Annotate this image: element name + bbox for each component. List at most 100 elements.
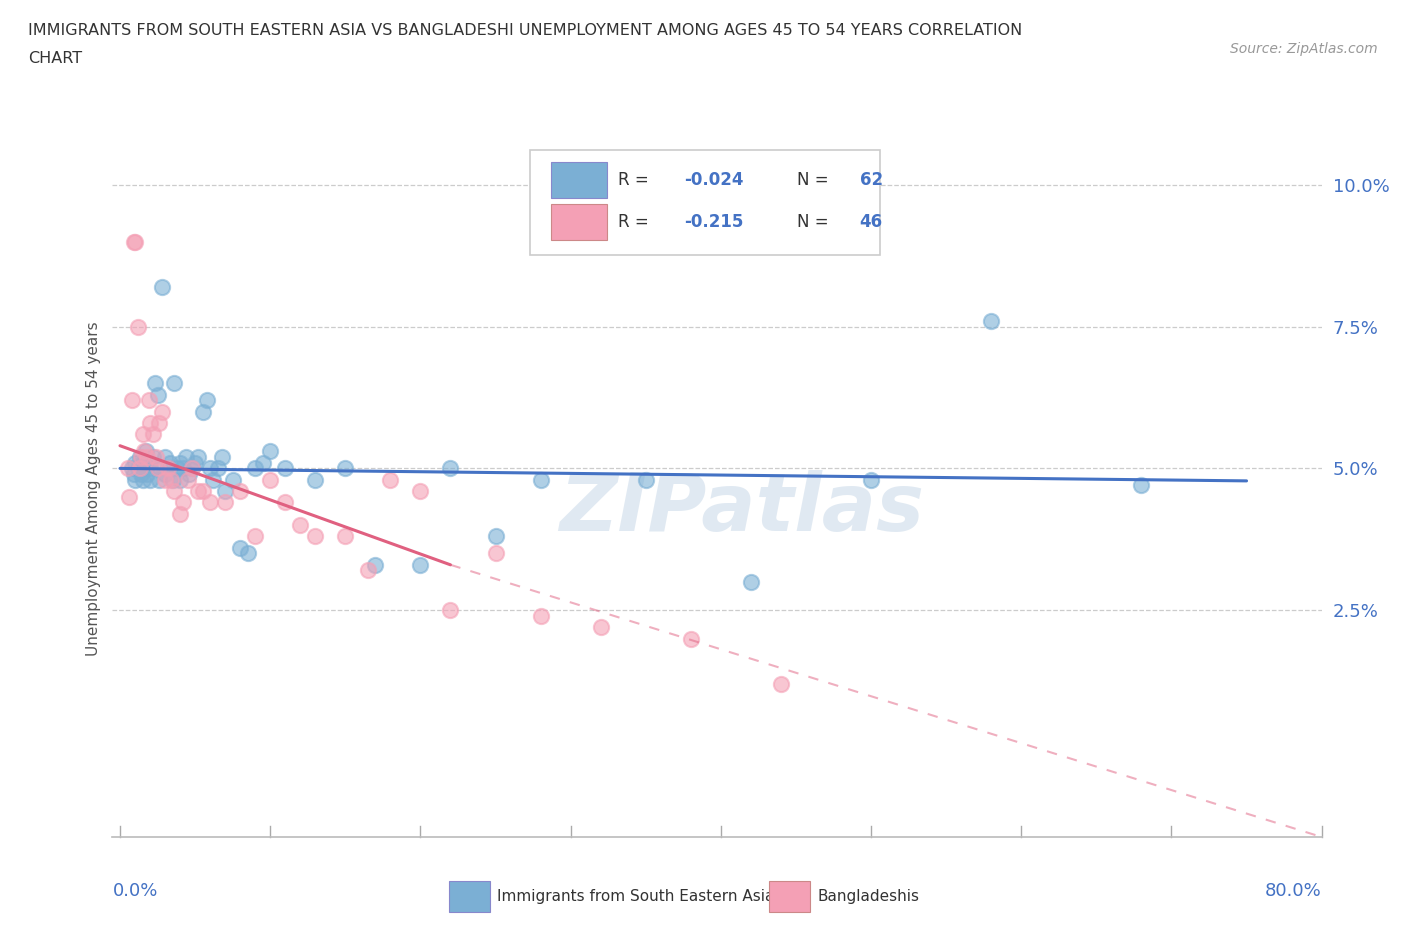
FancyBboxPatch shape — [449, 881, 489, 911]
Point — [143, 376, 166, 391]
Point — [769, 676, 792, 691]
Point — [177, 467, 200, 482]
Point — [243, 461, 266, 476]
Point — [138, 392, 160, 407]
Point — [157, 461, 180, 476]
Point — [136, 467, 159, 482]
Point — [187, 449, 209, 464]
Point — [146, 461, 169, 476]
Point — [124, 456, 146, 471]
Point — [174, 449, 197, 464]
Text: 46: 46 — [859, 213, 883, 231]
Text: ZIPatlas: ZIPatlas — [558, 471, 924, 548]
FancyBboxPatch shape — [530, 150, 880, 255]
Point — [169, 506, 191, 521]
Point — [160, 472, 183, 487]
Point — [127, 319, 149, 334]
Point — [236, 546, 259, 561]
Text: Immigrants from South Eastern Asia: Immigrants from South Eastern Asia — [496, 889, 775, 904]
Point — [439, 603, 461, 618]
Point — [139, 416, 162, 431]
Point — [229, 484, 252, 498]
Point — [529, 608, 551, 623]
FancyBboxPatch shape — [769, 881, 810, 911]
Point — [122, 467, 145, 482]
Point — [229, 540, 252, 555]
Point — [139, 472, 162, 487]
Point — [191, 484, 214, 498]
Point — [163, 376, 186, 391]
Text: R =: R = — [617, 171, 654, 189]
Point — [290, 518, 312, 533]
Point — [153, 467, 176, 482]
Point — [139, 461, 162, 476]
Point — [153, 449, 176, 464]
Point — [138, 456, 160, 471]
Y-axis label: Unemployment Among Ages 45 to 54 years: Unemployment Among Ages 45 to 54 years — [86, 321, 101, 656]
Text: -0.215: -0.215 — [685, 213, 744, 231]
Point — [146, 387, 169, 402]
Point — [380, 472, 402, 487]
Point — [132, 444, 155, 458]
Point — [148, 472, 170, 487]
FancyBboxPatch shape — [551, 204, 607, 240]
Point — [207, 461, 229, 476]
Point — [198, 495, 221, 510]
Point — [150, 405, 173, 419]
Point — [132, 461, 155, 476]
Point — [169, 456, 191, 471]
Point — [172, 495, 194, 510]
Point — [304, 472, 326, 487]
Point — [150, 280, 173, 295]
Text: 62: 62 — [859, 171, 883, 189]
Point — [145, 449, 167, 464]
Text: Bangladeshis: Bangladeshis — [817, 889, 920, 904]
Point — [128, 449, 150, 464]
Point — [589, 619, 612, 634]
Point — [357, 563, 380, 578]
Point — [679, 631, 702, 646]
Point — [243, 529, 266, 544]
Point — [121, 461, 143, 476]
Point — [157, 461, 180, 476]
Point — [135, 444, 157, 458]
Point — [146, 461, 169, 476]
Point — [634, 472, 657, 487]
Point — [148, 416, 170, 431]
Point — [274, 461, 297, 476]
Point — [259, 444, 281, 458]
Point — [117, 461, 139, 476]
Point — [439, 461, 461, 476]
Point — [142, 449, 165, 464]
Point — [980, 313, 1002, 328]
Point — [221, 472, 243, 487]
Point — [409, 484, 432, 498]
Point — [198, 461, 221, 476]
Point — [142, 427, 165, 442]
Point — [131, 427, 153, 442]
Point — [274, 495, 297, 510]
Point — [129, 449, 152, 464]
Point — [409, 557, 432, 572]
Text: IMMIGRANTS FROM SOUTH EASTERN ASIA VS BANGLADESHI UNEMPLOYMENT AMONG AGES 45 TO : IMMIGRANTS FROM SOUTH EASTERN ASIA VS BA… — [28, 23, 1022, 38]
Point — [169, 472, 191, 487]
Point — [335, 461, 357, 476]
Point — [214, 484, 236, 498]
Point — [184, 456, 207, 471]
Point — [191, 405, 214, 419]
Point — [136, 449, 159, 464]
FancyBboxPatch shape — [551, 162, 607, 198]
Point — [304, 529, 326, 544]
Point — [484, 529, 506, 544]
Point — [740, 575, 762, 590]
Point — [1130, 478, 1153, 493]
Point — [529, 472, 551, 487]
Text: CHART: CHART — [28, 51, 82, 66]
Point — [124, 472, 146, 487]
Point — [176, 472, 198, 487]
Point — [166, 461, 188, 476]
Point — [181, 461, 204, 476]
Point — [860, 472, 883, 487]
Text: N =: N = — [797, 171, 834, 189]
Text: -0.024: -0.024 — [685, 171, 744, 189]
